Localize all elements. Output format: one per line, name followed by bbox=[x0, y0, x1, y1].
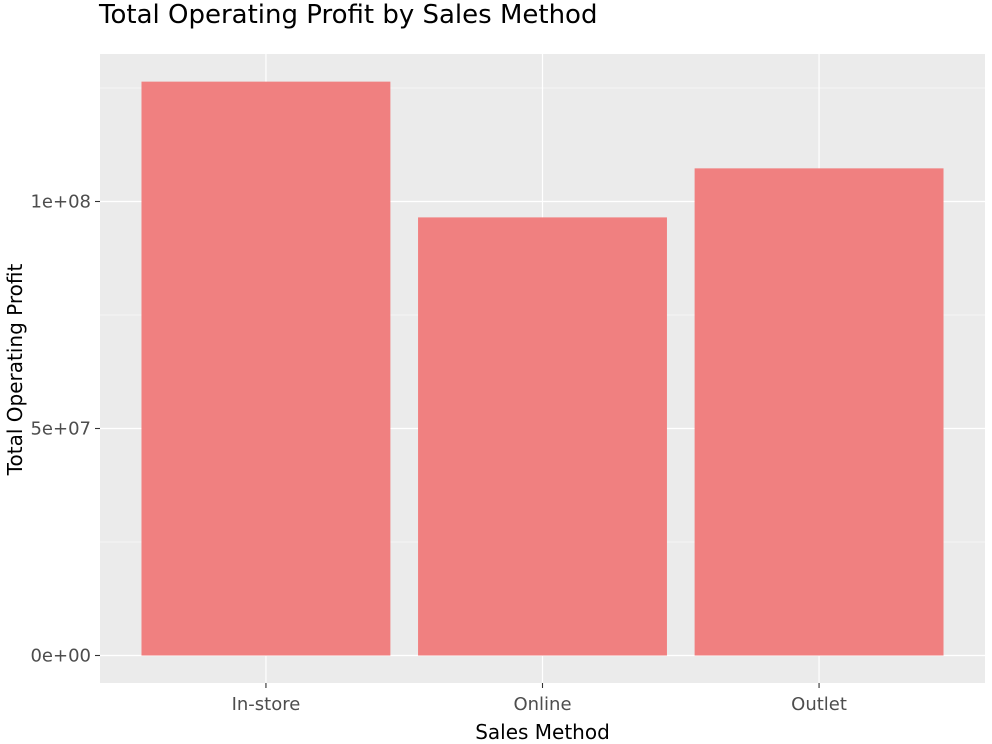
x-tick-label: In-store bbox=[232, 694, 301, 715]
bar-outlet bbox=[694, 168, 944, 656]
x-tick-label: Online bbox=[513, 694, 571, 715]
x-tick-label: Outlet bbox=[791, 694, 847, 715]
y-tick-label: 5e+07 bbox=[30, 419, 91, 440]
x-axis-ticks: In-store Online Outlet bbox=[232, 683, 847, 715]
bar-in-store bbox=[141, 81, 391, 656]
x-axis-title: Sales Method bbox=[475, 720, 610, 744]
y-tick-label: 1e+08 bbox=[30, 192, 91, 213]
y-tick-label: 0e+00 bbox=[30, 646, 91, 667]
bar-online bbox=[418, 217, 667, 656]
chart-title: Total Operating Profit by Sales Method bbox=[99, 0, 598, 30]
y-axis-ticks: 0e+00 5e+07 1e+08 bbox=[30, 192, 100, 667]
y-axis-title: Total Operating Profit bbox=[3, 264, 27, 477]
bars bbox=[141, 81, 944, 656]
